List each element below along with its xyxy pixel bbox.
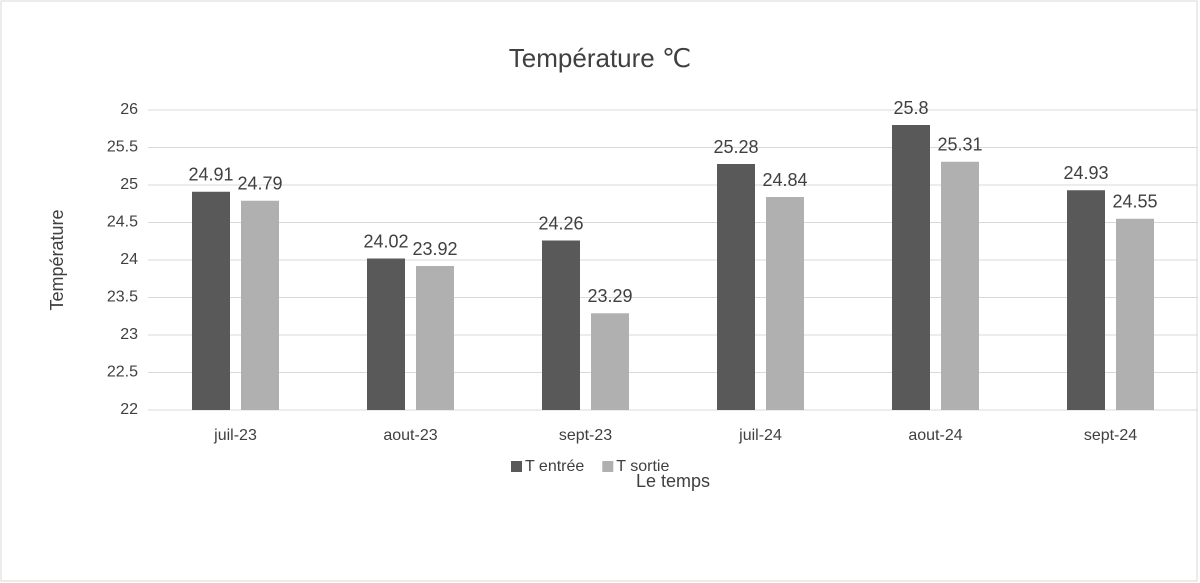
x-tick-label: juil-24: [738, 427, 782, 444]
x-tick-label: aout-23: [383, 427, 437, 444]
y-tick-label: 23.5: [107, 289, 138, 306]
legend-swatch: [602, 461, 614, 472]
y-tick-label: 23: [120, 326, 138, 343]
data-label: 24.26: [538, 213, 583, 233]
bar: [192, 191, 230, 410]
data-label: 25.28: [713, 137, 758, 157]
chart-title: Température ℃: [509, 43, 691, 73]
y-tick-label: 25: [120, 176, 138, 193]
bar: [416, 266, 454, 410]
legend-swatch: [511, 461, 522, 472]
x-tick-label: sept-23: [559, 427, 612, 444]
y-tick-label: 25.5: [107, 139, 138, 156]
data-label: 23.92: [412, 239, 457, 259]
y-tick-label: 22.5: [107, 364, 138, 381]
data-label: 24.91: [188, 165, 233, 185]
x-tick-label: aout-24: [908, 427, 962, 444]
bar: [941, 161, 979, 410]
bar: [591, 313, 629, 410]
bar: [1116, 218, 1154, 410]
y-tick-label: 22: [120, 401, 138, 418]
x-tick-label: sept-24: [1084, 427, 1137, 444]
bar: [241, 200, 279, 410]
legend-label: T sortie: [616, 458, 669, 475]
data-label: 24.02: [363, 231, 408, 251]
bar: [766, 197, 804, 410]
x-axis-label: Le temps: [636, 471, 710, 491]
data-label: 25.8: [893, 98, 928, 118]
legend-label: T entrée: [525, 458, 584, 475]
data-label: 24.84: [762, 170, 807, 190]
data-label: 24.93: [1063, 163, 1108, 183]
data-label: 24.55: [1112, 192, 1157, 212]
bar: [542, 240, 580, 410]
bar: [717, 164, 755, 410]
bar: [367, 258, 405, 410]
data-label: 23.29: [587, 286, 632, 306]
bar: [1067, 190, 1105, 410]
data-label: 25.31: [937, 135, 982, 155]
bar: [892, 125, 930, 410]
y-tick-label: 24.5: [107, 214, 138, 231]
y-tick-label: 24: [120, 251, 138, 268]
x-tick-label: juil-23: [213, 427, 257, 444]
data-label: 24.79: [237, 174, 282, 194]
y-tick-label: 26: [120, 101, 138, 118]
y-axis-label: Température: [47, 209, 67, 310]
